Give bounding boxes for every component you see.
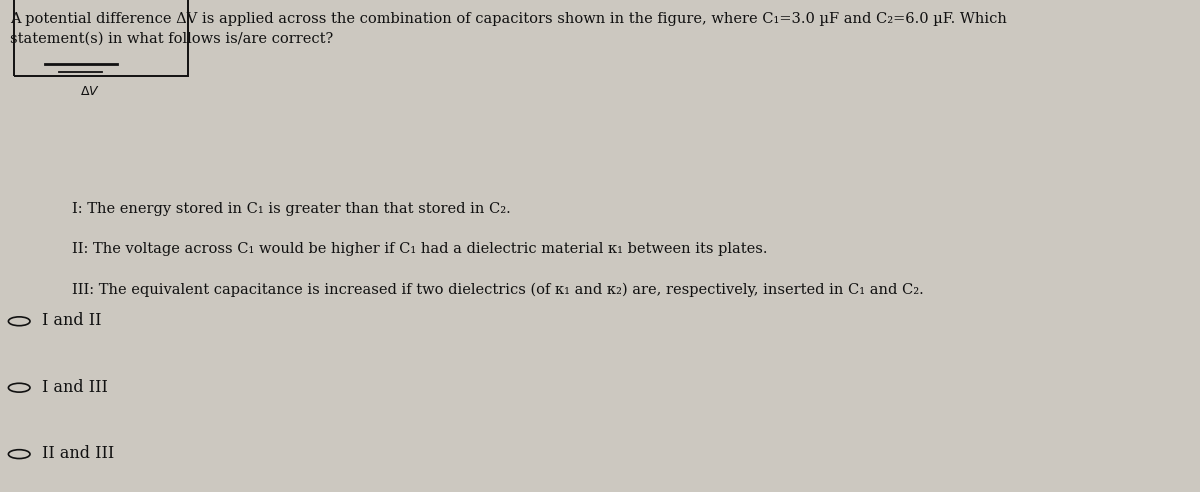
Text: $\Delta V$: $\Delta V$ (80, 85, 100, 98)
Text: II and III: II and III (42, 445, 114, 462)
Text: III: The equivalent capacitance is increased if two dielectrics (of κ₁ and κ₂) a: III: The equivalent capacitance is incre… (72, 282, 924, 297)
Text: I and III: I and III (42, 379, 108, 396)
Text: A potential difference ΔV is applied across the combination of capacitors shown : A potential difference ΔV is applied acr… (10, 12, 1007, 26)
Text: statement(s) in what follows is/are correct?: statement(s) in what follows is/are corr… (10, 32, 332, 46)
Text: II: The voltage across C₁ would be higher if C₁ had a dielectric material κ₁ bet: II: The voltage across C₁ would be highe… (72, 242, 768, 256)
Text: I and II: I and II (42, 312, 102, 330)
Text: I: The energy stored in C₁ is greater than that stored in C₂.: I: The energy stored in C₁ is greater th… (72, 202, 511, 215)
